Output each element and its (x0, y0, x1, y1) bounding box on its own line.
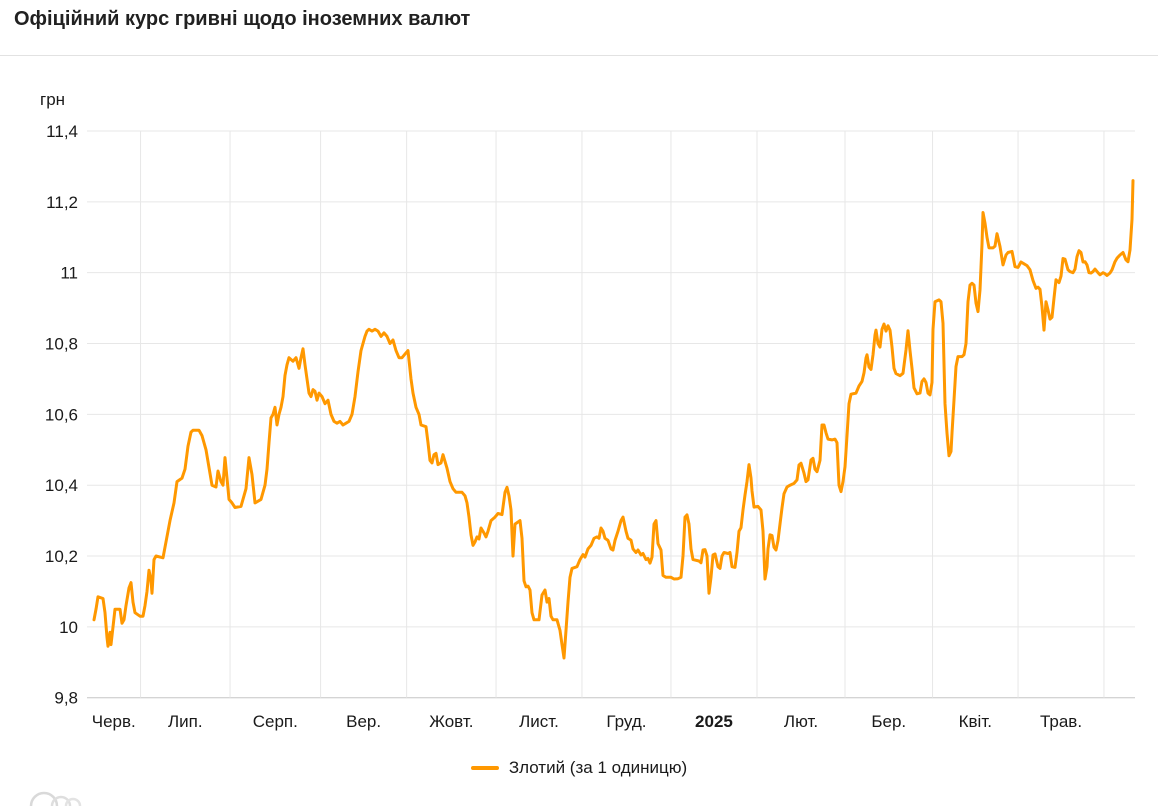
y-tick-label: 11,4 (46, 122, 78, 141)
x-tick-label: 2025 (695, 712, 733, 731)
y-tick-label: 9,8 (54, 689, 78, 708)
x-tick-label: Груд. (606, 712, 646, 731)
x-tick-label: Вер. (346, 712, 381, 731)
series-line-zloty (92, 179, 1135, 660)
y-tick-label: 10,8 (45, 335, 78, 354)
x-tick-label: Черв. (92, 712, 136, 731)
legend-label: Злотий (за 1 одиницю) (508, 758, 688, 777)
legend-item-zloty[interactable]: Злотий (за 1 одиницю) (0, 758, 1158, 778)
x-tick-label: Квіт. (959, 712, 992, 731)
x-tick-label: Лист. (519, 712, 559, 731)
y-tick-label: 11 (60, 264, 78, 283)
y-axis-unit-label: грн (40, 90, 66, 109)
x-tick-label: Лют. (784, 712, 818, 731)
x-tick-label: Жовт. (429, 712, 473, 731)
y-tick-label: 10,2 (45, 547, 78, 566)
y-tick-label: 11,2 (46, 193, 78, 212)
header-divider (0, 55, 1158, 56)
y-tick-label: 10 (59, 618, 78, 637)
x-tick-label: Лип. (168, 712, 203, 731)
x-tick-label: Трав. (1040, 712, 1082, 731)
y-tick-label: 10,4 (45, 476, 78, 495)
page-title: Офіційний курс гривні щодо іноземних вал… (14, 8, 471, 30)
y-tick-label: 10,6 (45, 405, 78, 424)
x-tick-label: Серп. (253, 712, 298, 731)
legend-line-swatch (470, 766, 499, 770)
watermark-logo-icon (29, 791, 82, 806)
x-tick-label: Бер. (871, 712, 906, 731)
